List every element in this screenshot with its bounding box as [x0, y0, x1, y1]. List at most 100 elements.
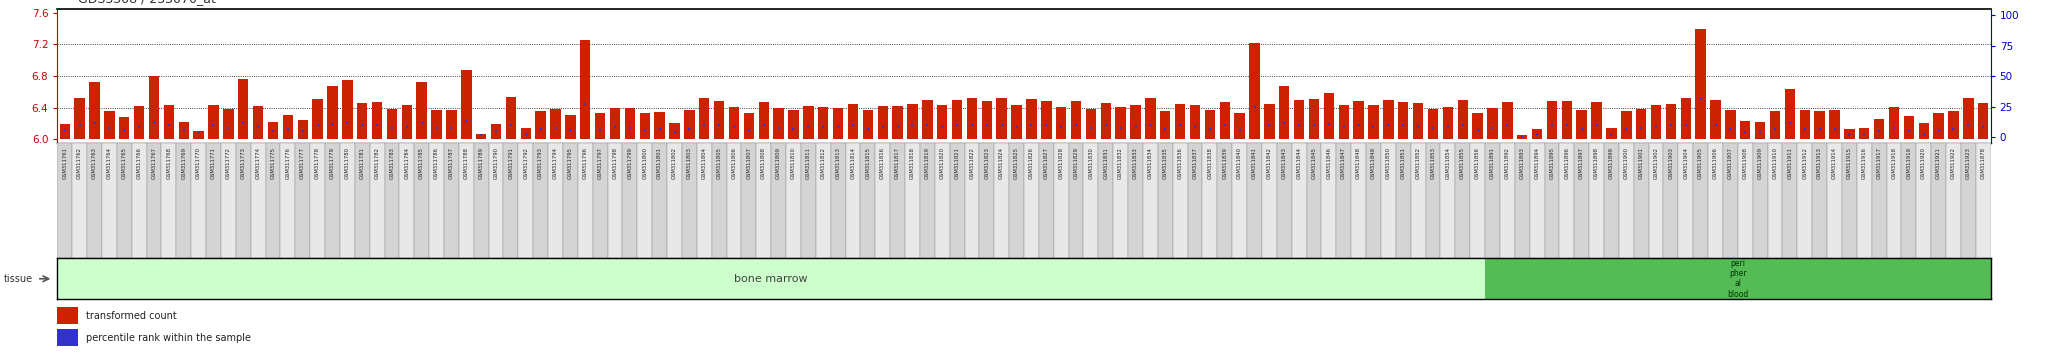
Bar [475, 134, 485, 139]
Text: GSM311787: GSM311787 [449, 147, 455, 179]
Bar [1292, 143, 1307, 258]
Bar [1485, 258, 1991, 299]
Text: GSM311915: GSM311915 [1847, 147, 1851, 179]
Text: GSM311803: GSM311803 [686, 147, 692, 179]
Bar [535, 111, 547, 139]
Bar [743, 113, 754, 139]
Text: GSM311790: GSM311790 [494, 147, 498, 179]
Bar [1901, 143, 1917, 258]
Bar [354, 143, 369, 258]
Bar [668, 143, 682, 258]
Bar [1339, 104, 1350, 139]
Bar [266, 143, 281, 258]
Bar [1812, 143, 1827, 258]
Bar [848, 104, 858, 139]
Text: GSM311842: GSM311842 [1268, 147, 1272, 179]
Bar [1219, 102, 1231, 139]
Bar [952, 100, 963, 139]
Text: GSM311837: GSM311837 [1192, 147, 1198, 179]
Text: GSM311909: GSM311909 [1757, 147, 1763, 179]
Text: GSM311853: GSM311853 [1430, 147, 1436, 179]
Bar [874, 143, 891, 258]
Bar [1010, 143, 1024, 258]
Bar [57, 143, 72, 258]
Bar [1233, 143, 1247, 258]
Bar [1946, 143, 1960, 258]
Text: GSM311894: GSM311894 [1534, 147, 1540, 179]
Bar [684, 110, 694, 139]
Text: GSM311792: GSM311792 [524, 147, 528, 179]
Bar [1262, 143, 1276, 258]
Text: GSM311804: GSM311804 [702, 147, 707, 179]
Bar [268, 122, 279, 139]
Bar [1843, 129, 1855, 139]
Bar [774, 108, 784, 139]
Bar [1841, 143, 1858, 258]
Bar [221, 143, 236, 258]
Bar [1470, 143, 1485, 258]
Text: GSM311908: GSM311908 [1743, 147, 1747, 179]
Bar [860, 143, 874, 258]
Bar [696, 143, 713, 258]
Text: GSM311843: GSM311843 [1282, 147, 1286, 179]
Bar [1382, 100, 1393, 139]
Text: GSM311893: GSM311893 [1520, 147, 1524, 179]
Text: GSM311815: GSM311815 [866, 147, 870, 179]
Bar [715, 101, 725, 139]
Bar [831, 143, 846, 258]
Bar [1634, 143, 1649, 258]
Bar [1769, 111, 1780, 139]
Text: GSM311767: GSM311767 [152, 147, 156, 179]
Bar [565, 115, 575, 139]
Bar [1663, 143, 1679, 258]
Bar [1188, 143, 1202, 258]
Bar [1026, 99, 1036, 139]
Bar [563, 143, 578, 258]
Bar [922, 100, 932, 139]
Text: GSM311848: GSM311848 [1356, 147, 1362, 179]
Bar [190, 143, 207, 258]
Text: GSM311845: GSM311845 [1311, 147, 1317, 179]
Bar [891, 143, 905, 258]
Bar [1427, 109, 1438, 139]
Text: GSM311828: GSM311828 [1059, 147, 1063, 179]
Bar [1176, 104, 1186, 139]
Bar [981, 102, 991, 139]
Bar [1888, 107, 1898, 139]
Bar [147, 143, 162, 258]
Bar [1128, 143, 1143, 258]
Bar [1012, 104, 1022, 139]
Bar [1681, 98, 1692, 139]
Bar [1280, 86, 1290, 139]
Text: GSM311820: GSM311820 [940, 147, 944, 179]
Text: GSM311902: GSM311902 [1653, 147, 1659, 179]
Text: GSM311918: GSM311918 [1892, 147, 1896, 179]
Bar [1544, 143, 1559, 258]
Bar [236, 143, 250, 258]
Bar [1116, 107, 1126, 139]
Bar [1739, 143, 1753, 258]
Bar [1473, 113, 1483, 139]
Bar [1518, 136, 1528, 139]
Text: GSM311796: GSM311796 [584, 147, 588, 179]
Bar [846, 143, 860, 258]
Text: GSM311819: GSM311819 [926, 147, 930, 179]
Bar [207, 143, 221, 258]
Text: GSM311917: GSM311917 [1876, 147, 1882, 179]
Bar [387, 109, 397, 139]
Bar [223, 109, 233, 139]
Bar [1872, 143, 1886, 258]
Bar [729, 107, 739, 139]
Bar [1606, 127, 1616, 139]
Text: GSM311773: GSM311773 [242, 147, 246, 179]
Bar [1501, 102, 1513, 139]
Bar [328, 86, 338, 139]
Bar [655, 112, 666, 139]
Bar [1829, 110, 1839, 139]
Text: GSM311788: GSM311788 [463, 147, 469, 179]
Bar [399, 143, 414, 258]
Text: GSM311794: GSM311794 [553, 147, 557, 179]
Bar [57, 307, 78, 324]
Bar [1532, 129, 1542, 139]
Text: GSM311766: GSM311766 [137, 147, 141, 179]
